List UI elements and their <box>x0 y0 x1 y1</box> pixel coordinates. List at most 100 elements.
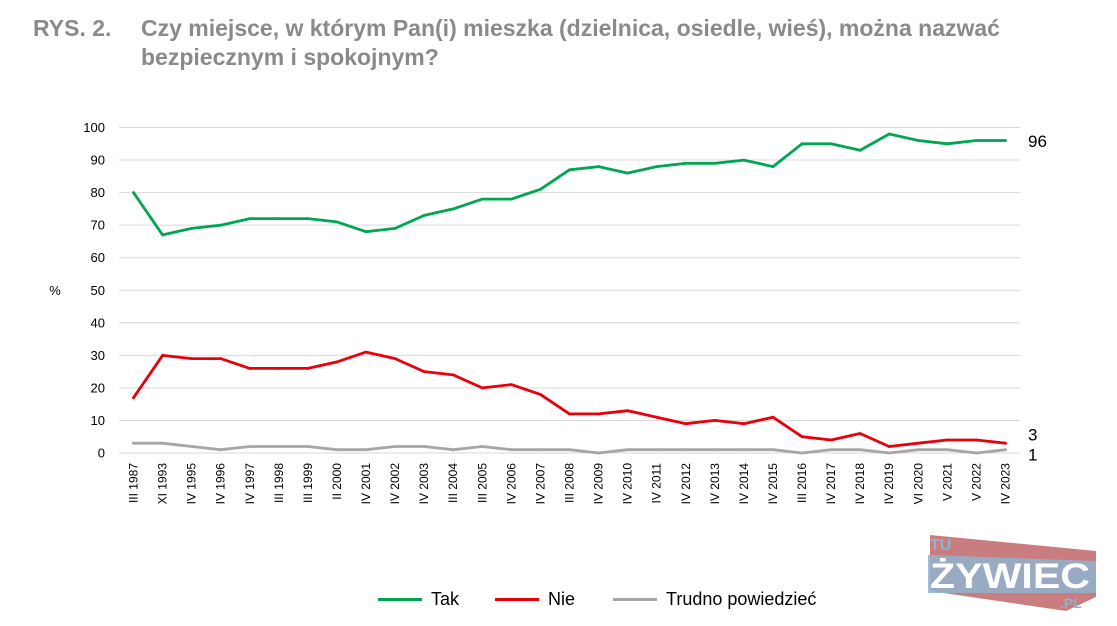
logo-main-text: ŻYWIEC <box>930 557 1090 596</box>
data-point <box>248 217 252 221</box>
series-line-1 <box>132 350 1007 448</box>
figure-title: Czy miejsce, w którym Pan(i) mieszka (dz… <box>141 15 1000 70</box>
data-point <box>364 350 368 354</box>
series-line-2 <box>132 441 1007 455</box>
data-point <box>597 412 600 416</box>
x-tick-label: XI 1993 <box>156 463 170 505</box>
logo-top-text: TU <box>930 537 951 554</box>
x-tick-label: IV 2019 <box>882 463 896 505</box>
data-point <box>655 415 659 419</box>
data-point <box>422 213 426 217</box>
data-point <box>800 435 804 439</box>
x-tick-label: IV 1997 <box>243 463 257 505</box>
x-tick-label: VI 2020 <box>911 463 925 505</box>
x-tick-label: III 2004 <box>446 463 460 503</box>
data-point <box>800 451 804 455</box>
data-point <box>858 448 862 452</box>
data-point <box>451 448 455 452</box>
y-tick-label: 70 <box>91 218 105 233</box>
x-tick-label: III 1998 <box>272 463 286 503</box>
logo-band <box>928 555 1096 593</box>
data-point <box>829 142 833 146</box>
data-point <box>975 451 978 455</box>
data-point <box>480 445 484 448</box>
series-line-0 <box>132 132 1007 237</box>
y-tick-label: 40 <box>91 315 105 330</box>
y-tick-label: 0 <box>98 446 105 461</box>
data-point <box>713 419 717 422</box>
x-tick-label: IV 2010 <box>621 463 635 505</box>
data-point <box>422 445 426 448</box>
data-point <box>248 445 252 448</box>
x-tick-label: III 1987 <box>127 463 141 503</box>
end-value-label: 3 <box>1028 426 1037 445</box>
data-point <box>132 396 135 400</box>
data-point <box>277 217 281 221</box>
data-point <box>568 448 571 452</box>
data-point <box>1004 448 1007 452</box>
x-tick-label: IV 2011 <box>650 463 664 504</box>
data-point <box>568 168 571 172</box>
legend-item-trudno: Trudno powiedzieć <box>613 586 816 612</box>
data-point <box>684 448 688 452</box>
data-point <box>829 438 833 442</box>
data-point <box>277 366 281 370</box>
data-point <box>132 191 135 195</box>
data-point <box>858 432 862 435</box>
data-point <box>771 165 775 168</box>
data-point <box>771 448 775 452</box>
legend-label-nie: Nie <box>548 588 576 609</box>
data-point <box>626 409 630 413</box>
data-point <box>597 451 600 455</box>
x-tick-label: IV 2001 <box>359 463 373 505</box>
data-point <box>509 197 513 201</box>
data-point <box>800 142 804 146</box>
data-point <box>684 422 688 426</box>
data-point <box>364 448 368 452</box>
data-point <box>626 171 630 175</box>
data-point <box>161 233 164 237</box>
data-point <box>132 441 135 445</box>
data-point <box>451 373 455 377</box>
x-tick-label: V 2021 <box>940 463 954 501</box>
end-value-label: 96 <box>1028 132 1047 151</box>
legend: Tak Nie Trudno powiedzieć <box>0 586 1117 612</box>
data-point <box>626 448 630 452</box>
data-point <box>742 448 746 452</box>
data-point <box>335 360 339 364</box>
x-tick-label: IV 2015 <box>766 463 780 505</box>
data-point <box>190 445 194 448</box>
y-tick-label: 50 <box>91 283 105 298</box>
x-tick-label: III 2008 <box>563 463 577 503</box>
data-point <box>539 187 542 191</box>
x-tick-label: IV 2007 <box>533 463 547 505</box>
x-tick-label: IV 2002 <box>388 463 402 505</box>
legend-label-tak: Tak <box>431 588 460 609</box>
data-point <box>335 448 339 452</box>
data-point <box>190 357 194 361</box>
data-point <box>887 445 891 448</box>
y-axis-label: % <box>49 283 61 298</box>
legend-swatch-nie <box>495 597 539 601</box>
x-tick-label: IV 2003 <box>417 463 431 505</box>
data-point <box>655 165 659 168</box>
x-tick-label: IV 2013 <box>708 463 722 505</box>
data-point <box>364 230 368 234</box>
y-tick-label: 30 <box>91 348 105 363</box>
data-point <box>161 353 164 357</box>
data-point <box>945 438 949 442</box>
data-point <box>219 357 223 361</box>
data-point <box>684 161 688 165</box>
data-point <box>335 220 339 224</box>
x-tick-label: IV 2014 <box>737 463 751 505</box>
y-tick-label: 60 <box>91 250 105 265</box>
legend-item-tak: Tak <box>378 586 459 612</box>
x-tick-label: III 2016 <box>795 463 809 503</box>
tuzywiec-logo: TU ŻYWIEC .PL <box>928 535 1096 611</box>
y-tick-label: 10 <box>91 413 105 428</box>
y-tick-label: 20 <box>91 380 105 395</box>
data-point <box>509 383 513 387</box>
data-point <box>393 357 397 361</box>
x-tick-label: IV 2006 <box>504 463 518 505</box>
legend-swatch-tak <box>378 597 422 601</box>
